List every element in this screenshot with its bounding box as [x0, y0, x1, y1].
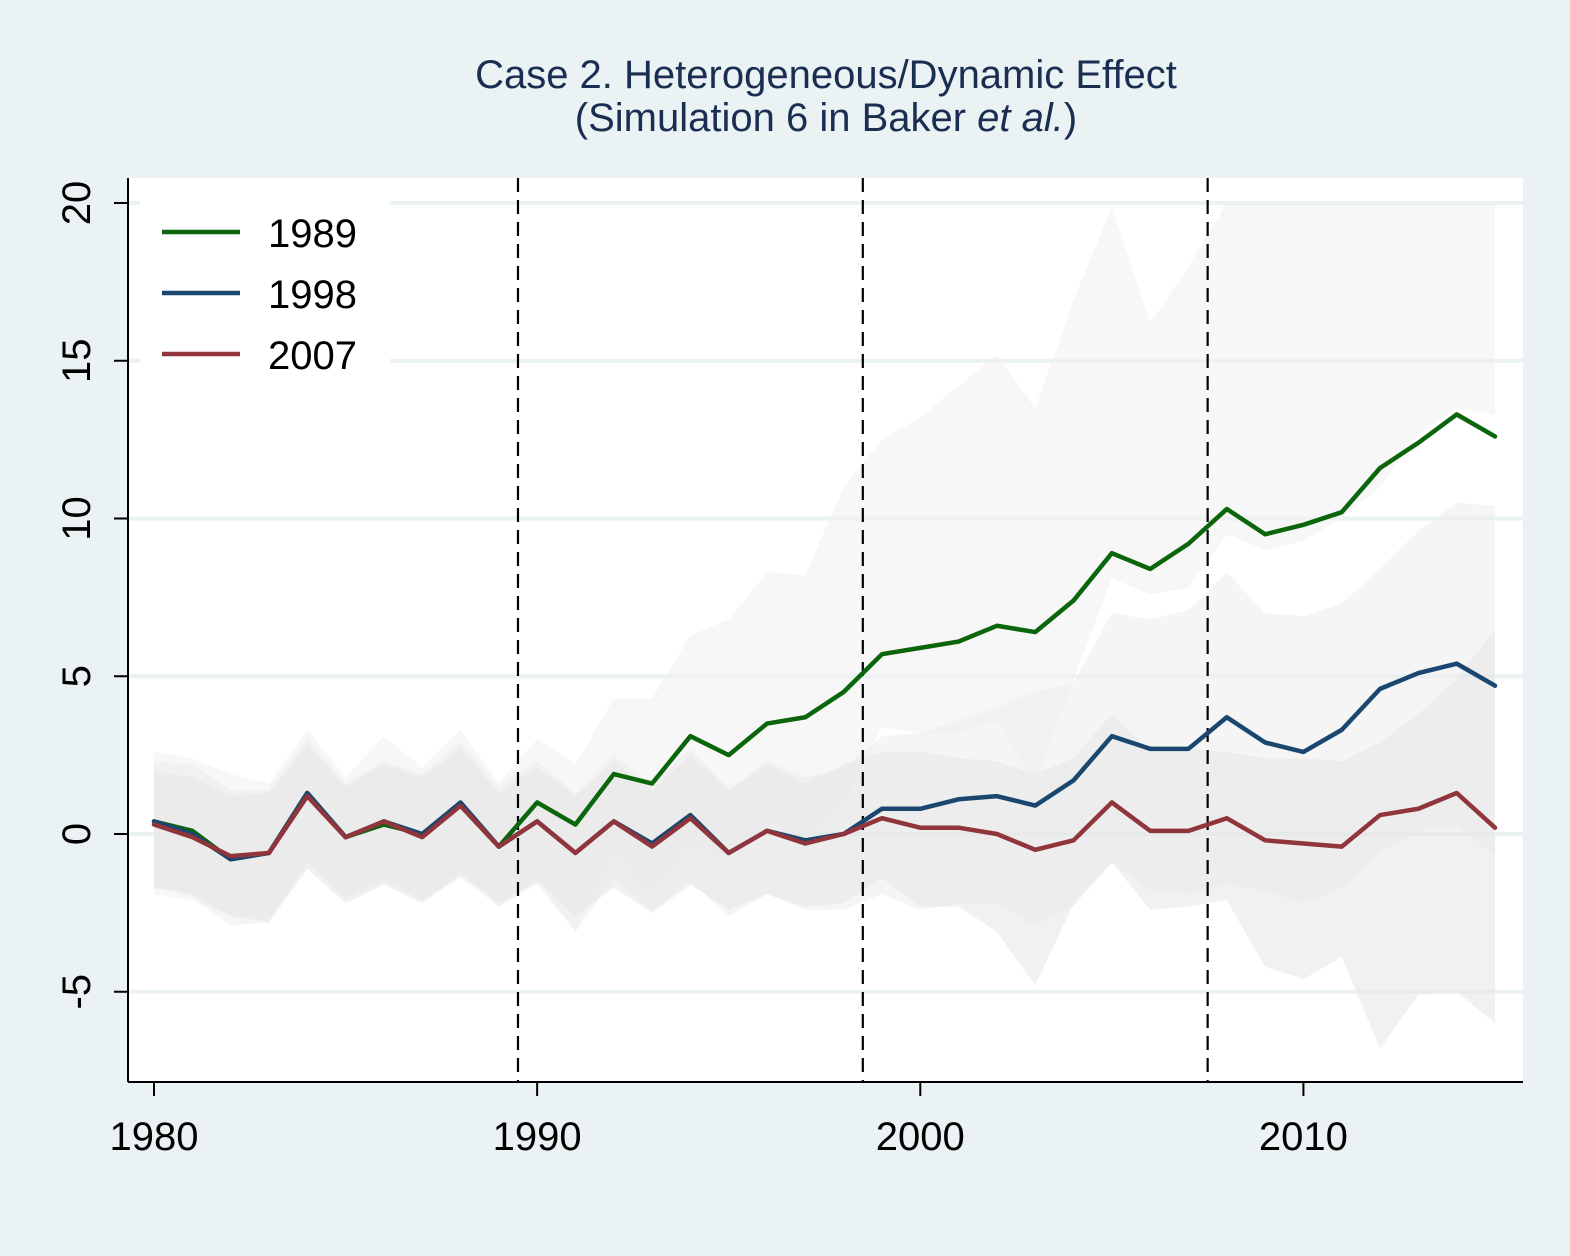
series-lines: [151, 412, 1498, 862]
treatment-vlines: [516, 178, 1209, 1082]
band-1989: [154, 203, 1495, 932]
legend-label-1989: 1989: [268, 212, 357, 256]
y-tick-label-3: 10: [55, 496, 99, 541]
series-line-2007: [151, 790, 1498, 859]
y-tick-label-4: 15: [55, 339, 99, 384]
y-tick-label-5: 20: [55, 181, 99, 226]
x-tick-label-3: 2010: [1259, 1115, 1348, 1159]
series-line-1989: [151, 412, 1498, 862]
y-tick-label-1: 0: [55, 823, 99, 845]
x-tick-label-0: 1980: [110, 1115, 199, 1159]
x-tick-label-1: 1990: [493, 1115, 582, 1159]
axes: 1980 1990 2000 2010 -5 0 5 10 15 20: [55, 178, 1523, 1159]
title-line2-suffix: ): [1064, 96, 1077, 140]
legend-label-1998: 1998: [268, 273, 357, 317]
y-tick-label-0: -5: [55, 974, 99, 1010]
title-line2-italic: et al.: [977, 96, 1064, 140]
legend: 1989 1998 2007: [140, 195, 390, 390]
y-tick-label-2: 5: [55, 665, 99, 687]
chart-title-line2: (Simulation 6 in Baker et al.): [575, 96, 1077, 140]
x-tick-label-2: 2000: [876, 1115, 965, 1159]
chart-title-line1: Case 2. Heterogeneous/Dynamic Effect: [475, 53, 1177, 97]
legend-label-2007: 2007: [268, 334, 357, 378]
title-line2-prefix: (Simulation 6 in Baker: [575, 96, 977, 140]
